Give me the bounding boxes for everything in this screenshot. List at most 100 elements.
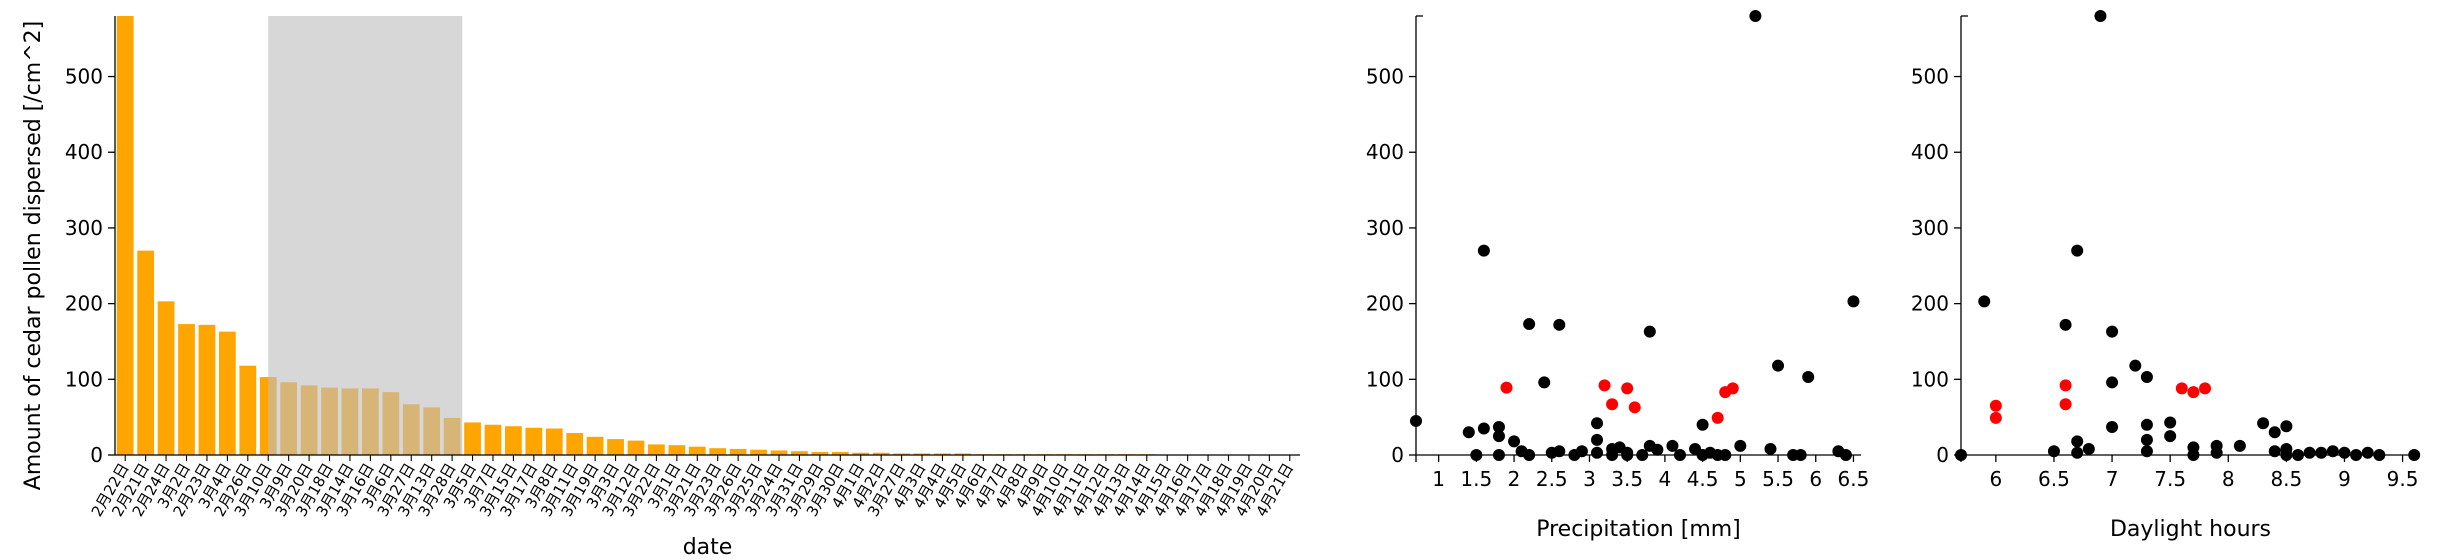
x-tick-label: 7.5: [2154, 467, 2186, 491]
x-tick-label: 4.5: [1687, 467, 1719, 491]
x-tick-label: 4: [1659, 467, 1672, 491]
x-tick-label: 2: [1508, 467, 1521, 491]
bar: [811, 451, 829, 455]
bar: [831, 451, 849, 455]
y-tick-label: 200: [65, 292, 103, 316]
x-tick-label: 8.5: [2270, 467, 2302, 491]
data-point: [1470, 449, 1483, 461]
highlight-point: [2187, 386, 2200, 399]
highlight-point: [1989, 411, 2002, 424]
scatter-chart: 0 100 200 300 400 500 6 6.5 7 7.5 8 8.5 9 9.5 Daylight…: [1911, 10, 2421, 542]
data-point: [1666, 439, 1679, 452]
data-point: [1978, 295, 1991, 308]
y-tick-label: 500: [65, 65, 103, 89]
y-tick-label: 100: [65, 367, 103, 391]
data-point: [2082, 442, 2095, 455]
bar: [505, 426, 522, 455]
y-tick-label: 0: [1391, 443, 1404, 467]
data-point: [2268, 445, 2281, 458]
data-point: [1696, 418, 1709, 431]
bar: [157, 301, 175, 455]
data-point: [2257, 417, 2270, 430]
data-point: [2210, 446, 2223, 459]
x-axis-label: Daylight hours: [2110, 517, 2271, 542]
data-point: [1591, 433, 1604, 446]
data-point: [1802, 371, 1815, 384]
data-point: [2280, 449, 2293, 461]
data-point: [1847, 295, 1860, 308]
data-point: [2408, 449, 2421, 461]
data-point: [2106, 325, 2119, 338]
highlight-band: [268, 16, 463, 455]
bar: [852, 452, 870, 455]
bar: [913, 453, 931, 455]
data-point: [2280, 420, 2293, 433]
bar: [218, 331, 236, 455]
data-point: [1538, 376, 1551, 389]
y-tick-label: 100: [1366, 367, 1404, 391]
bar: [627, 440, 645, 455]
data-point: [2326, 445, 2339, 458]
data-point: [1643, 325, 1656, 338]
data-point: [1651, 443, 1664, 456]
bar: [750, 449, 767, 455]
highlight-point: [2059, 398, 2072, 411]
x-tick-label: 8: [2222, 467, 2235, 491]
bar: [484, 424, 502, 455]
highlight-point: [1606, 398, 1619, 411]
x-tick-label: 2.5: [1536, 467, 1568, 491]
x-tick-label: 6.5: [2038, 467, 2070, 491]
y-tick-label: 400: [65, 140, 103, 164]
bar: [607, 439, 624, 455]
x-tick-label: 3: [1583, 467, 1596, 491]
highlight-point: [2175, 382, 2188, 395]
data-point: [2071, 435, 2084, 448]
data-point: [2140, 371, 2153, 384]
bar: [648, 444, 665, 455]
highlight-point: [1989, 399, 2002, 412]
bar: [239, 365, 257, 455]
highlight-point: [1500, 381, 1513, 394]
data-point: [2338, 446, 2351, 459]
y-tick-label: 500: [1911, 65, 1949, 89]
data-point: [2315, 446, 2328, 459]
bar: [709, 448, 727, 455]
y-tick-label: 300: [65, 216, 103, 240]
data-point: [1462, 426, 1475, 439]
scatter-chart: 0 100 200 300 400 500 1 1.5 2 2.5 3 3.5 4 4.5 5 5.5 6 6.5…: [1366, 10, 1869, 542]
bar: [525, 427, 543, 455]
data-point: [1636, 449, 1649, 461]
data-point: [2059, 318, 2072, 331]
data-point: [2303, 446, 2316, 459]
bar: [464, 422, 481, 455]
x-tick-label: 7: [2106, 467, 2119, 491]
data-point: [2094, 10, 2107, 22]
data-point: [1839, 449, 1852, 461]
data-point: [1719, 449, 1732, 461]
data-point: [1523, 318, 1536, 331]
x-axis-label: date: [683, 535, 733, 560]
data-point: [1673, 449, 1686, 461]
x-tick-label: 1.5: [1460, 467, 1492, 491]
data-point: [1477, 422, 1490, 435]
data-point: [1492, 449, 1505, 461]
data-point: [2106, 420, 2119, 433]
data-point: [2106, 376, 2119, 389]
data-point: [2164, 416, 2177, 429]
bar: [791, 451, 808, 455]
highlight-point: [1598, 379, 1611, 392]
bar-chart: 01002003004005002月22日2月21日2月24日3月2日2月23日…: [21, 16, 1300, 560]
bar: [668, 445, 686, 455]
data-point: [1553, 318, 1566, 331]
y-tick-label: 400: [1911, 140, 1949, 164]
x-tick-label: 5.5: [1762, 467, 1794, 491]
bar: [116, 16, 134, 455]
y-tick-label: 400: [1366, 140, 1404, 164]
data-point: [2140, 418, 2153, 431]
bar: [178, 324, 195, 455]
data-point: [1621, 449, 1634, 461]
bar: [566, 433, 584, 455]
x-tick-label: 9.5: [2387, 467, 2419, 491]
data-point: [2071, 446, 2084, 459]
bar: [872, 452, 890, 455]
